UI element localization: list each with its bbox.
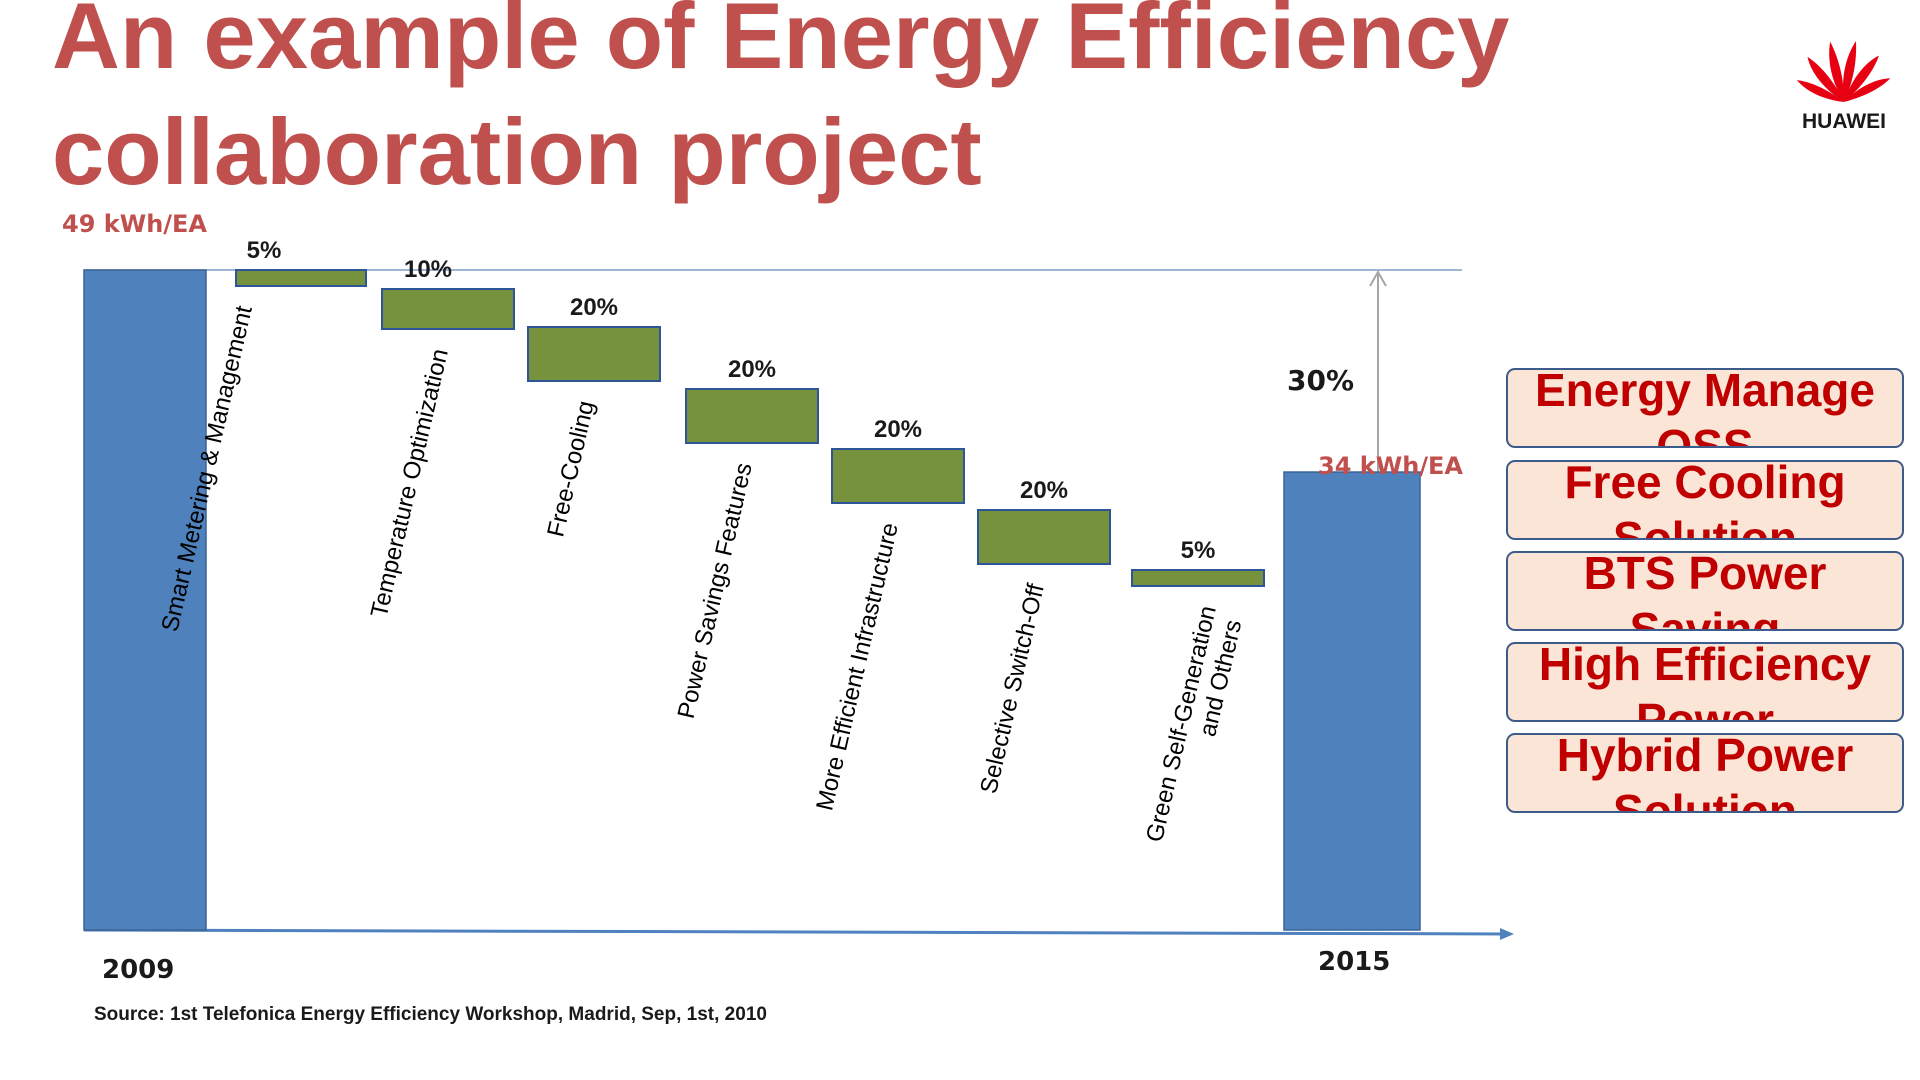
step-category-label: More Efficient Infrastructure [811,520,904,813]
step-bar [381,288,515,330]
step-category-label: Free-Cooling [542,398,600,539]
step-bar [977,509,1111,565]
logo-wordmark: HUAWEI [1802,110,1886,133]
solution-box: Free Cooling Solution [1506,460,1904,540]
solution-box: Hybrid Power Solution [1506,733,1904,813]
x-tick-label-2015: 2015 [1318,947,1390,977]
solution-label: Free Cooling Solution [1564,460,1846,540]
step-category-label: Selective Switch-Off [975,581,1050,796]
solution-label: High Efficiency Power [1538,642,1872,722]
step-share-label: 20% [728,356,776,383]
step-bar [235,269,367,287]
step-share-label: 20% [1020,477,1068,504]
step-bar [1131,569,1265,587]
source-note: Source: 1st Telefonica Energy Efficiency… [94,1004,767,1025]
step-share-label: 10% [404,256,452,283]
solution-label: Hybrid Power Solution [1556,733,1854,813]
bar-end-2015 [1283,471,1421,931]
solution-box: High Efficiency Power [1506,642,1904,722]
huawei-logo [1796,41,1891,102]
step-bar [831,448,965,504]
step-share-label: 5% [247,237,282,264]
total-reduction-label: 30% [1287,364,1354,397]
solution-label: Energy Manage OSS [1535,368,1875,448]
step-bar [685,388,819,444]
step-bar [527,326,661,382]
step-category-label: Power Savings Features [673,460,758,721]
solution-box: BTS Power Saving [1506,551,1904,631]
reduction-arrow-top-head [1369,269,1387,287]
step-category-label: Green Self-Generationand Others [1141,603,1249,851]
start-value-label: 49 kWh/EA [62,210,207,238]
step-share-label: 20% [570,294,618,321]
bar-start-2009 [83,269,207,931]
end-value-label: 34 kWh/EA [1318,452,1463,480]
solution-label: BTS Power Saving [1583,551,1827,631]
baseline-axis [83,928,1511,936]
step-share-label: 5% [1181,537,1216,564]
x-tick-label-2009: 2009 [102,955,174,985]
axis-arrowhead [1500,928,1514,940]
solution-box: Energy Manage OSS [1506,368,1904,448]
step-share-label: 20% [874,416,922,443]
slide-title: An example of Energy Efficiency collabor… [52,0,1510,204]
step-category-label: Temperature Optimization [366,346,454,620]
